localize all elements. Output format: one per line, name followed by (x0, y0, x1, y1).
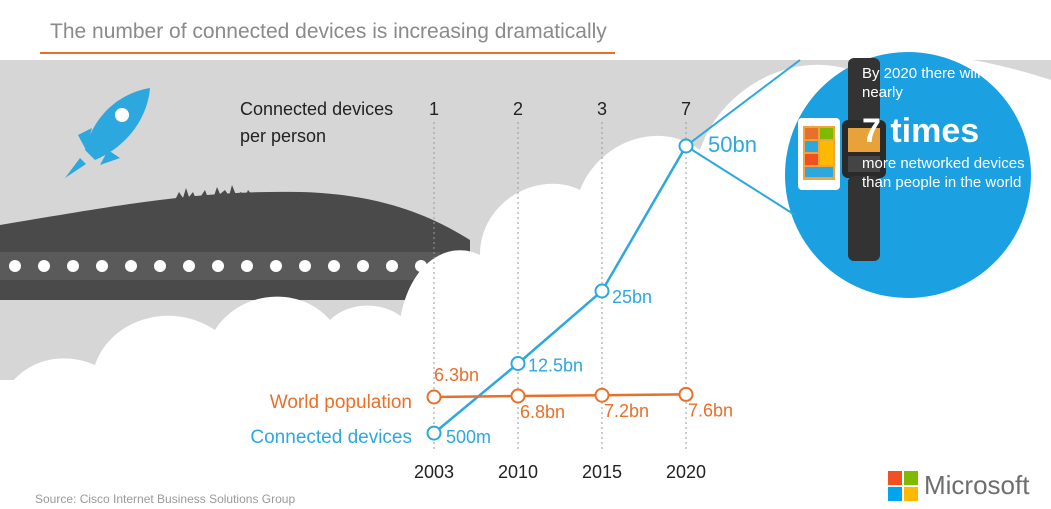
year-tick-label: 2020 (666, 462, 706, 482)
light-dot (38, 260, 50, 272)
light-dot (96, 260, 108, 272)
series-name-world-population: World population (270, 392, 412, 413)
year-tick-label: 2010 (498, 462, 538, 482)
light-dot (154, 260, 166, 272)
page-title: The number of connected devices is incre… (50, 20, 607, 43)
light-dot (125, 260, 137, 272)
data-point-connected-devices (510, 356, 526, 371)
smartphone-icon (798, 118, 840, 190)
source-note: Source: Cisco Internet Business Solution… (35, 492, 296, 506)
data-label-connected-devices: 12.5bn (528, 356, 583, 376)
data-label-world-population: 6.8bn (520, 402, 565, 422)
callout-connector-bottom (685, 145, 796, 216)
light-dot (241, 260, 253, 272)
light-dot (9, 260, 21, 272)
light-dot (357, 260, 369, 272)
light-dots (9, 260, 427, 272)
brand-name: Microsoft (924, 470, 1030, 500)
title-underline (40, 52, 615, 54)
year-tick-label: 2015 (582, 462, 622, 482)
data-label-connected-devices: 50bn (708, 132, 757, 157)
per-person-value: 2 (513, 99, 523, 119)
data-point-world-population (678, 386, 694, 402)
data-label-connected-devices: 25bn (612, 287, 652, 307)
smartwatch-icon (842, 58, 886, 261)
callout-circle (785, 52, 1031, 298)
per-person-label: Connected devices (240, 99, 393, 119)
data-point-connected-devices (426, 425, 442, 441)
per-person-value: 7 (681, 99, 691, 119)
series-line-world-population (433, 393, 687, 399)
data-point-world-population (510, 388, 526, 404)
data-point-world-population (426, 389, 442, 405)
per-person-value: 1 (429, 99, 439, 119)
light-dot (67, 260, 79, 272)
data-point-connected-devices (594, 283, 610, 299)
microsoft-brand: Microsoft (888, 470, 1029, 501)
data-label-connected-devices: 500m (446, 427, 491, 447)
data-label-world-population: 6.3bn (434, 365, 479, 385)
light-dot (270, 260, 282, 272)
callout-highlight: 7 times (862, 112, 980, 150)
callout-line2: more networked devices than people in th… (862, 155, 1025, 191)
light-dot (299, 260, 311, 272)
callout-text: By 2020 there will be nearly 7 times mor… (862, 64, 1032, 192)
data-point-connected-devices (678, 138, 694, 154)
chart-area: 1 2003 2 2010 3 2015 7 2020 Connected devices per… (240, 99, 757, 482)
light-dot (386, 260, 398, 272)
data-point-world-population (594, 387, 610, 403)
series-name-connected-devices: Connected devices (250, 427, 412, 448)
per-person-value: 3 (597, 99, 607, 119)
data-label-world-population: 7.2bn (604, 401, 649, 421)
per-person-label: per person (240, 126, 326, 146)
series-line-connected-devices (433, 145, 688, 435)
data-label-world-population: 7.6bn (688, 400, 733, 420)
callout-line1: By 2020 there will be nearly (862, 65, 1002, 101)
year-tick-label: 2003 (414, 462, 454, 482)
light-dot (183, 260, 195, 272)
light-dot (212, 260, 224, 272)
rocket-icon (65, 88, 150, 178)
microsoft-logo-icon (888, 470, 918, 501)
callout-connector-top (685, 59, 801, 147)
light-dot (328, 260, 340, 272)
